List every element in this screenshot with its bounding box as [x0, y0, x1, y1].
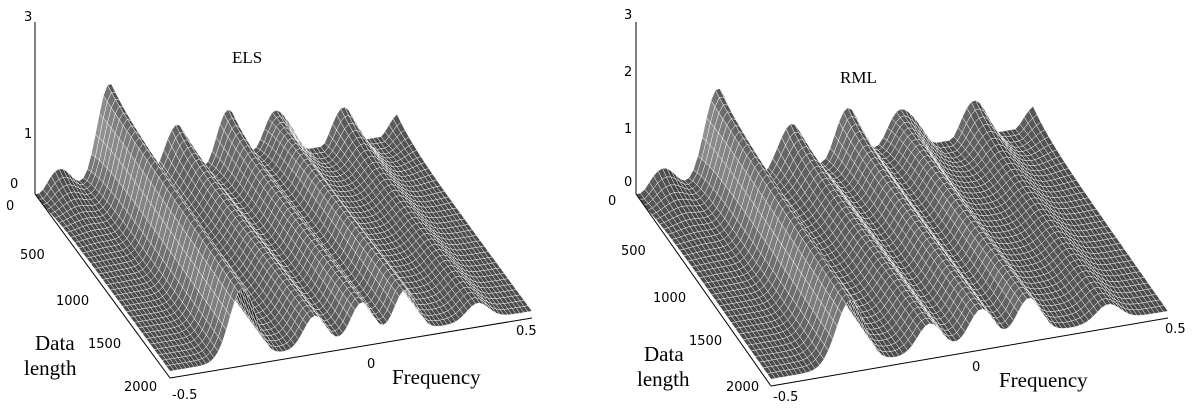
els-surface-mesh — [34, 83, 533, 372]
els-x-tick-labels: -0.5 0 0.5 — [172, 324, 537, 403]
rml-surface-plot: RML 3 2 1 0 0 500 1000 1500 2000 -0.5 0 … — [608, 8, 1186, 405]
els-y-tick-1000: 1000 — [56, 294, 89, 309]
els-z-tick-labels: 3 1 0 — [10, 10, 32, 192]
els-y-label-line1: Data — [35, 331, 75, 355]
els-z-tick-3: 3 — [24, 10, 32, 25]
els-x-tick-pos: 0.5 — [516, 324, 537, 339]
els-x-tick-zero: 0 — [367, 357, 375, 372]
els-y-tick-1500: 1500 — [88, 337, 121, 352]
els-y-label-line2: length — [24, 356, 77, 380]
els-y-tick-0: 0 — [6, 199, 14, 214]
els-y-label: Data length — [24, 331, 80, 380]
els-x-tick-neg: -0.5 — [172, 388, 197, 403]
els-surface-plot: ELS 3 1 0 0 500 1000 1500 2000 -0.5 0 0.… — [6, 10, 537, 403]
els-title: ELS — [232, 48, 262, 67]
els-y-tick-2000: 2000 — [124, 380, 157, 395]
els-z-tick-0: 0 — [10, 177, 18, 192]
els-y-tick-500: 500 — [20, 248, 45, 263]
els-z-tick-1: 1 — [24, 127, 32, 142]
els-x-label: Frequency — [392, 365, 481, 389]
